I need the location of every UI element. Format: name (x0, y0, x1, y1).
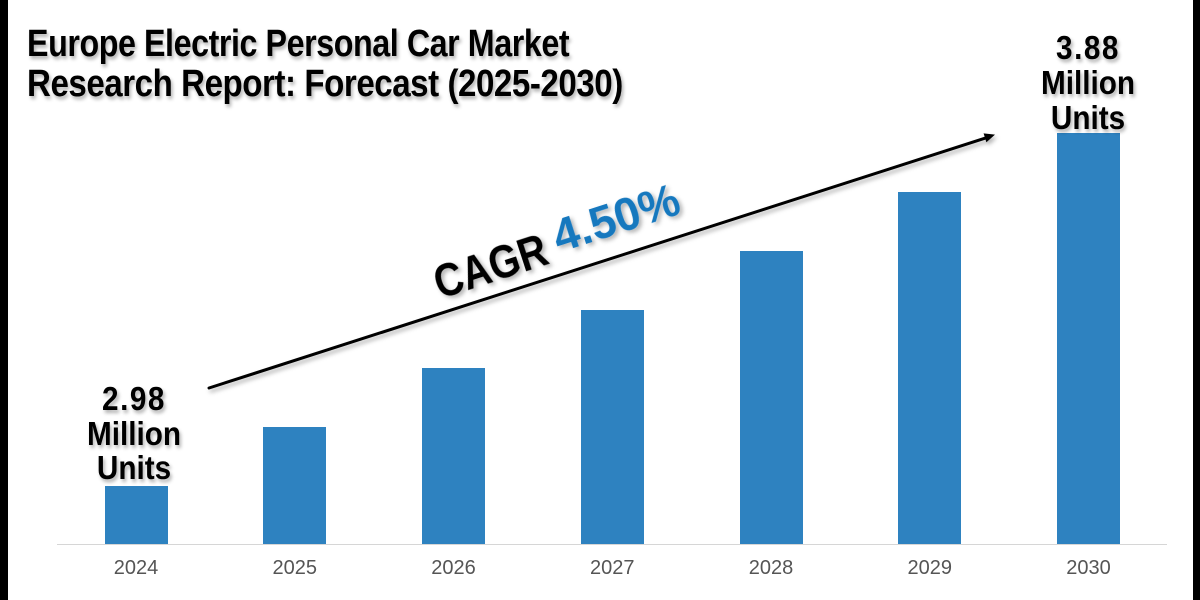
svg-text:4.50%: 4.50% (546, 173, 686, 262)
